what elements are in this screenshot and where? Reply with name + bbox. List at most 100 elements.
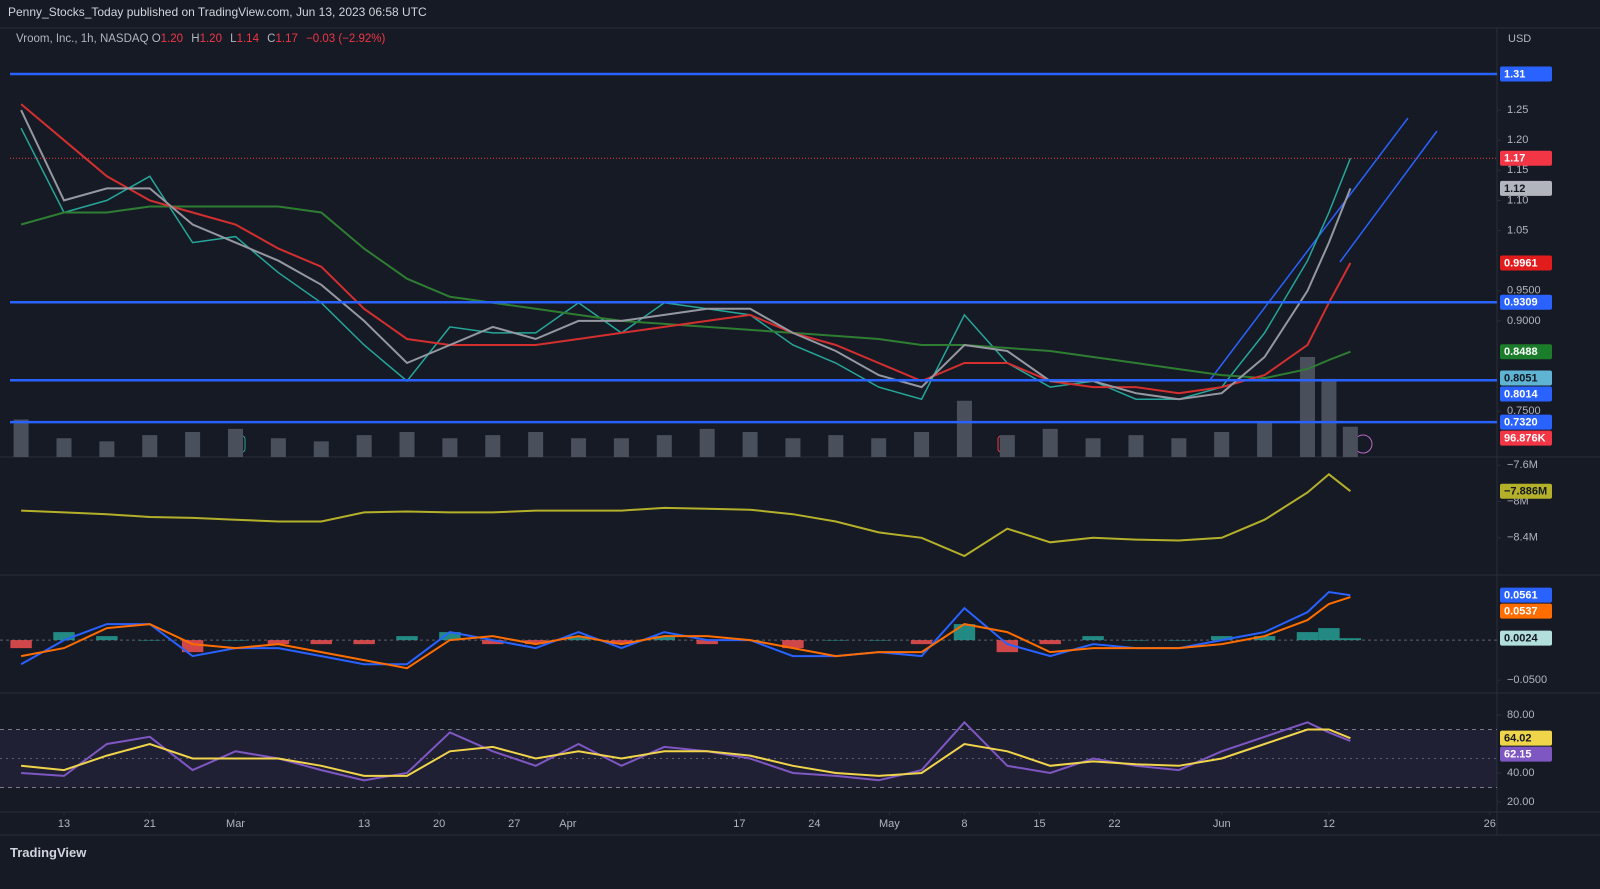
price-label: 0.0537	[1500, 603, 1552, 619]
price-label-box	[1500, 414, 1552, 430]
price-label-box	[1500, 603, 1552, 619]
price-label-text: 0.8488	[1504, 346, 1538, 358]
x-tick-label: 8	[961, 818, 967, 830]
price-label: 0.7320	[1500, 414, 1552, 430]
brand-text: TradingView	[10, 845, 87, 860]
volume-bar	[1042, 428, 1058, 457]
volume-bar	[228, 428, 244, 457]
y-tick-label: 1.10	[1507, 194, 1528, 206]
ohlc-key: L	[230, 33, 237, 45]
histogram-bar	[396, 636, 418, 641]
x-tick-label: Mar	[226, 818, 245, 830]
y-tick-label: 1.15	[1507, 164, 1528, 176]
volume-bar	[1128, 435, 1144, 457]
volume-bar	[828, 435, 844, 457]
histogram-bar	[1125, 640, 1147, 641]
volume-bar	[142, 435, 158, 457]
y-tick-label: 1.05	[1507, 224, 1528, 236]
volume-bar	[1214, 432, 1230, 457]
price-label: 64.02	[1500, 730, 1552, 746]
price-label: 0.0561	[1500, 587, 1552, 603]
y-tick-label: 80.00	[1507, 709, 1535, 721]
y-tick-label: 20.00	[1507, 796, 1535, 808]
histogram-bar	[139, 640, 161, 641]
price-label-text: 0.0537	[1504, 606, 1538, 618]
currency: USD	[1508, 33, 1531, 45]
y-tick-label: −7.6M	[1507, 459, 1538, 471]
price-label-text: 1.17	[1504, 153, 1525, 165]
volume-bar	[1321, 378, 1337, 457]
histogram-bar	[1318, 628, 1340, 641]
price-label-box	[1500, 150, 1552, 166]
histogram-bar	[825, 640, 847, 641]
price-label-box	[1500, 587, 1552, 603]
histogram-bar	[181, 640, 204, 653]
histogram-bar	[1253, 636, 1276, 641]
price-label: 0.8488	[1500, 344, 1552, 360]
histogram-bar	[353, 640, 375, 645]
volume-bar	[914, 432, 930, 457]
price-label: 0.0024	[1500, 630, 1552, 646]
ohlc-key: O	[151, 33, 161, 45]
price-label-box	[1500, 746, 1552, 762]
price-label-text: 96.876K	[1504, 432, 1546, 444]
trend-line	[1209, 117, 1409, 381]
volume-bar	[956, 400, 972, 457]
series-line	[20, 109, 1352, 401]
price-label-text: 62.15	[1504, 749, 1532, 761]
series-line	[20, 205, 1351, 380]
price-label: −7.886M	[1500, 483, 1552, 499]
publish-info: Penny_Stocks_Today published on TradingV…	[8, 5, 427, 19]
price-label: 62.15	[1500, 746, 1552, 762]
ohlc-value: 1.17	[275, 33, 298, 45]
x-tick-label: 17	[733, 818, 745, 830]
volume-bar	[56, 438, 72, 457]
x-tick-label: 21	[144, 818, 156, 830]
histogram-bar	[653, 636, 676, 641]
volume-bar	[1299, 357, 1315, 457]
price-label-text: 1.31	[1504, 68, 1525, 80]
volume-bar	[871, 438, 887, 457]
x-tick-label: May	[879, 818, 900, 830]
symbol-title: Vroom, Inc., 1h, NASDAQ	[16, 33, 149, 45]
histogram-bar	[910, 640, 933, 645]
histogram-bar	[782, 640, 804, 649]
histogram-bar	[696, 640, 718, 645]
x-tick-label: 13	[58, 818, 70, 830]
ohlc-value: 1.20	[160, 33, 184, 45]
volume-bar	[13, 419, 29, 457]
price-label: 96.876K	[1500, 430, 1552, 446]
ohlc-key: H	[191, 33, 200, 45]
y-tick-label: 0.9500	[1507, 285, 1541, 297]
y-tick-label: 0.7500	[1507, 405, 1541, 417]
volume-bar	[785, 438, 801, 457]
price-label-box	[1500, 483, 1552, 499]
histogram-bar	[1168, 640, 1190, 641]
histogram-bar	[1210, 636, 1233, 641]
series-line	[20, 103, 1352, 395]
y-tick-label: −0.0500	[1507, 674, 1547, 686]
price-label-box	[1500, 255, 1552, 271]
volume-bar	[699, 428, 715, 457]
histogram-bar	[1339, 638, 1362, 641]
price-label-text: 64.02	[1504, 733, 1532, 745]
histogram-bar	[267, 640, 290, 645]
price-label-box	[1500, 344, 1552, 360]
price-label: 1.17	[1500, 150, 1552, 166]
y-tick-label: 40.00	[1507, 767, 1535, 779]
histogram-bar	[439, 632, 461, 641]
histogram-bar	[96, 636, 118, 641]
volume-bar	[99, 441, 115, 457]
price-label-box	[1500, 370, 1552, 386]
price-label: 0.9309	[1500, 294, 1552, 310]
series-line	[21, 473, 1352, 558]
price-label-box	[1500, 180, 1552, 196]
volume-bar	[528, 432, 544, 457]
price-label-box	[1500, 386, 1552, 402]
y-tick-label: 0.9000	[1507, 315, 1541, 327]
histogram-bar	[867, 640, 890, 641]
y-tick-label: 1.20	[1507, 134, 1528, 146]
histogram-bar	[482, 640, 504, 645]
